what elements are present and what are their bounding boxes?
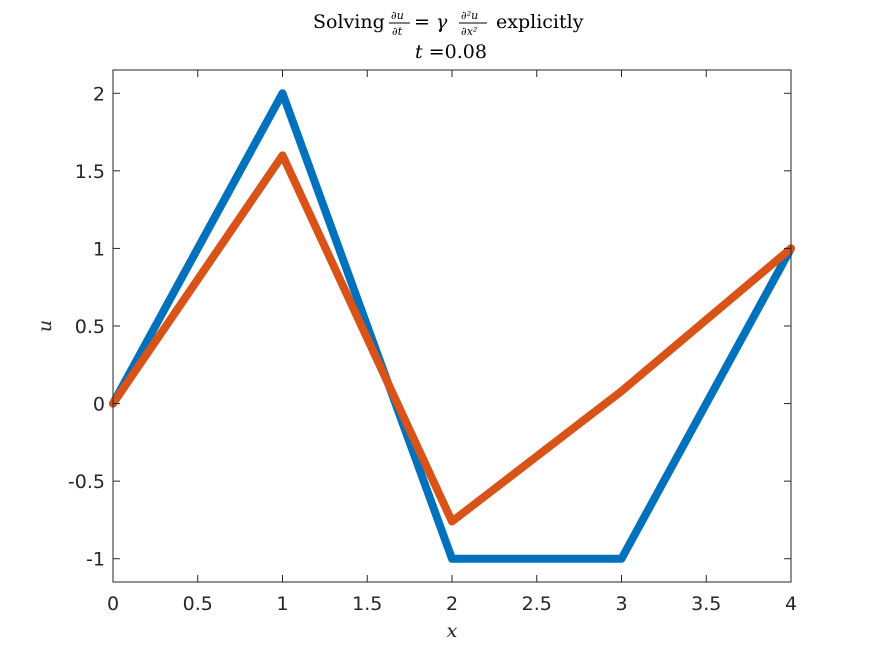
subtitle-text: t =0.08 (415, 41, 487, 63)
series-layer (109, 89, 795, 563)
y-tick-label: -1 (86, 549, 105, 571)
x-tick-label: 2 (446, 593, 458, 615)
y-axis-label: u (34, 320, 56, 332)
y-tick-label: 2 (93, 83, 105, 105)
x-tick-label: 1 (276, 593, 288, 615)
ticks-layer: 0 0.5 1 1.5 2 2.5 3 3.5 4 -1 -0.5 0 0.5 1 1.5 2 (68, 70, 797, 615)
series-2-line (109, 151, 795, 526)
title-lhs-numerator: ∂u (391, 9, 404, 22)
title-equals: = γ (414, 11, 448, 33)
x-tick-label: 1.5 (352, 593, 382, 615)
x-tick-label: 3.5 (691, 593, 721, 615)
x-tick-label: 2.5 (522, 593, 552, 615)
y-tick-label: 1 (93, 238, 105, 260)
x-tick-label: 0.5 (183, 593, 213, 615)
subtitle-value: =0.08 (423, 41, 487, 63)
y-tick-label: -0.5 (68, 471, 105, 493)
title-suffix: explicitly (496, 11, 584, 33)
title-rhs-numerator: ∂²u (461, 9, 478, 22)
title-lhs-denominator: ∂t (392, 25, 403, 38)
x-tick-label: 0 (107, 593, 119, 615)
title-rhs-denominator: ∂x² (461, 25, 477, 38)
y-tick-label: 0 (93, 394, 105, 416)
x-axis-label: x (447, 620, 458, 642)
y-tick-label: 0.5 (75, 316, 105, 338)
x-tick-label: 4 (785, 593, 797, 615)
plot-area (113, 70, 791, 582)
y-tick-label: 1.5 (75, 161, 105, 183)
chart-subtitle: t =0.08 (415, 41, 487, 63)
title-prefix: Solving (313, 11, 385, 33)
subtitle-var: t (415, 41, 423, 63)
chart-title: Solving ∂u ∂t = γ ∂²u ∂x² explicitly (313, 9, 584, 38)
series-1-line (109, 89, 795, 563)
x-tick-label: 3 (615, 593, 627, 615)
